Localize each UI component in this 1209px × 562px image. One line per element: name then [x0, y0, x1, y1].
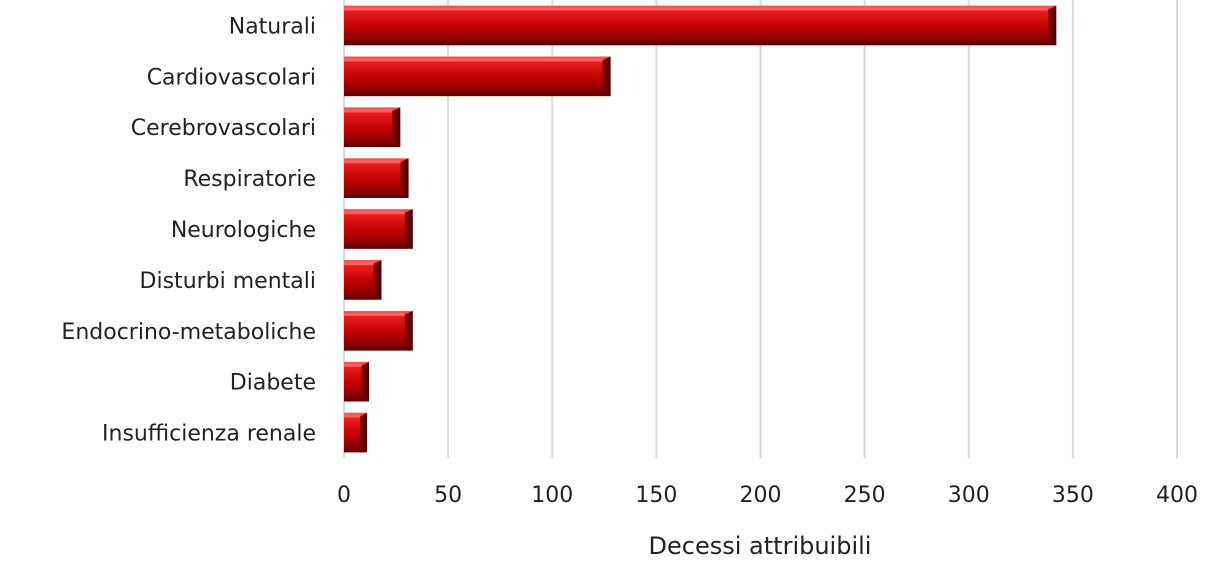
- bar-2: [344, 107, 401, 148]
- bar-body: [344, 107, 401, 148]
- bar-6: [344, 310, 413, 351]
- x-tick-label: 400: [1156, 483, 1198, 508]
- bar-end-cap: [373, 260, 382, 300]
- category-label: Neurologiche: [171, 218, 316, 243]
- bar-0: [344, 5, 1057, 46]
- x-tick-label: 100: [531, 483, 573, 508]
- x-tick-label: 50: [434, 483, 462, 508]
- bar-4: [344, 209, 413, 249]
- bar-highlight: [344, 7, 1049, 11]
- x-tick-label: 300: [948, 483, 990, 508]
- bars: [344, 5, 1057, 453]
- x-tick-label: 150: [635, 483, 677, 508]
- bar-end-cap: [404, 310, 413, 351]
- category-label: Cerebrovascolari: [131, 116, 316, 141]
- bar-body: [344, 5, 1057, 46]
- bar-end-cap: [602, 56, 611, 97]
- category-label: Diabete: [230, 371, 316, 396]
- bar-5: [344, 260, 382, 300]
- bar-end-cap: [360, 412, 367, 453]
- x-axis-title: Decessi attribuibili: [649, 532, 872, 560]
- x-tick-label: 250: [844, 483, 886, 508]
- bar-body: [344, 158, 409, 198]
- x-tick-labels: 0 50 100 150 200 250 300 350 400: [337, 483, 1198, 508]
- category-label: Naturali: [229, 14, 316, 39]
- x-tick-label: 350: [1052, 483, 1094, 508]
- bar-highlight: [344, 414, 361, 418]
- bar-end-cap: [404, 209, 413, 249]
- bar-highlight: [344, 211, 405, 215]
- bar-highlight: [344, 312, 405, 316]
- bar-body: [344, 209, 413, 249]
- bar-body: [344, 310, 413, 351]
- bar-end-cap: [1048, 5, 1057, 46]
- x-tick-label: 200: [740, 483, 782, 508]
- bar-end-cap: [400, 158, 409, 198]
- bar-highlight: [344, 363, 362, 367]
- category-labels: Naturali Cardiovascolari Cerebrovascolari R…: [61, 14, 316, 446]
- bar-3: [344, 158, 409, 198]
- category-label: Cardiovascolari: [147, 65, 316, 90]
- category-label: Respiratorie: [183, 167, 316, 192]
- x-tick-label: 0: [337, 483, 351, 508]
- bar-8: [344, 412, 367, 453]
- bar-body: [344, 56, 611, 97]
- bar-highlight: [344, 262, 374, 266]
- bar-7: [344, 361, 369, 402]
- bar-highlight: [344, 58, 603, 62]
- bar-1: [344, 56, 611, 97]
- category-label: Endocrino-metaboliche: [61, 320, 316, 345]
- bar-end-cap: [361, 361, 369, 402]
- category-label: Insufficienza renale: [102, 422, 316, 447]
- bar-end-cap: [392, 107, 401, 148]
- bar-highlight: [344, 160, 401, 164]
- category-label: Disturbi mentali: [140, 269, 316, 294]
- bar-highlight: [344, 109, 393, 113]
